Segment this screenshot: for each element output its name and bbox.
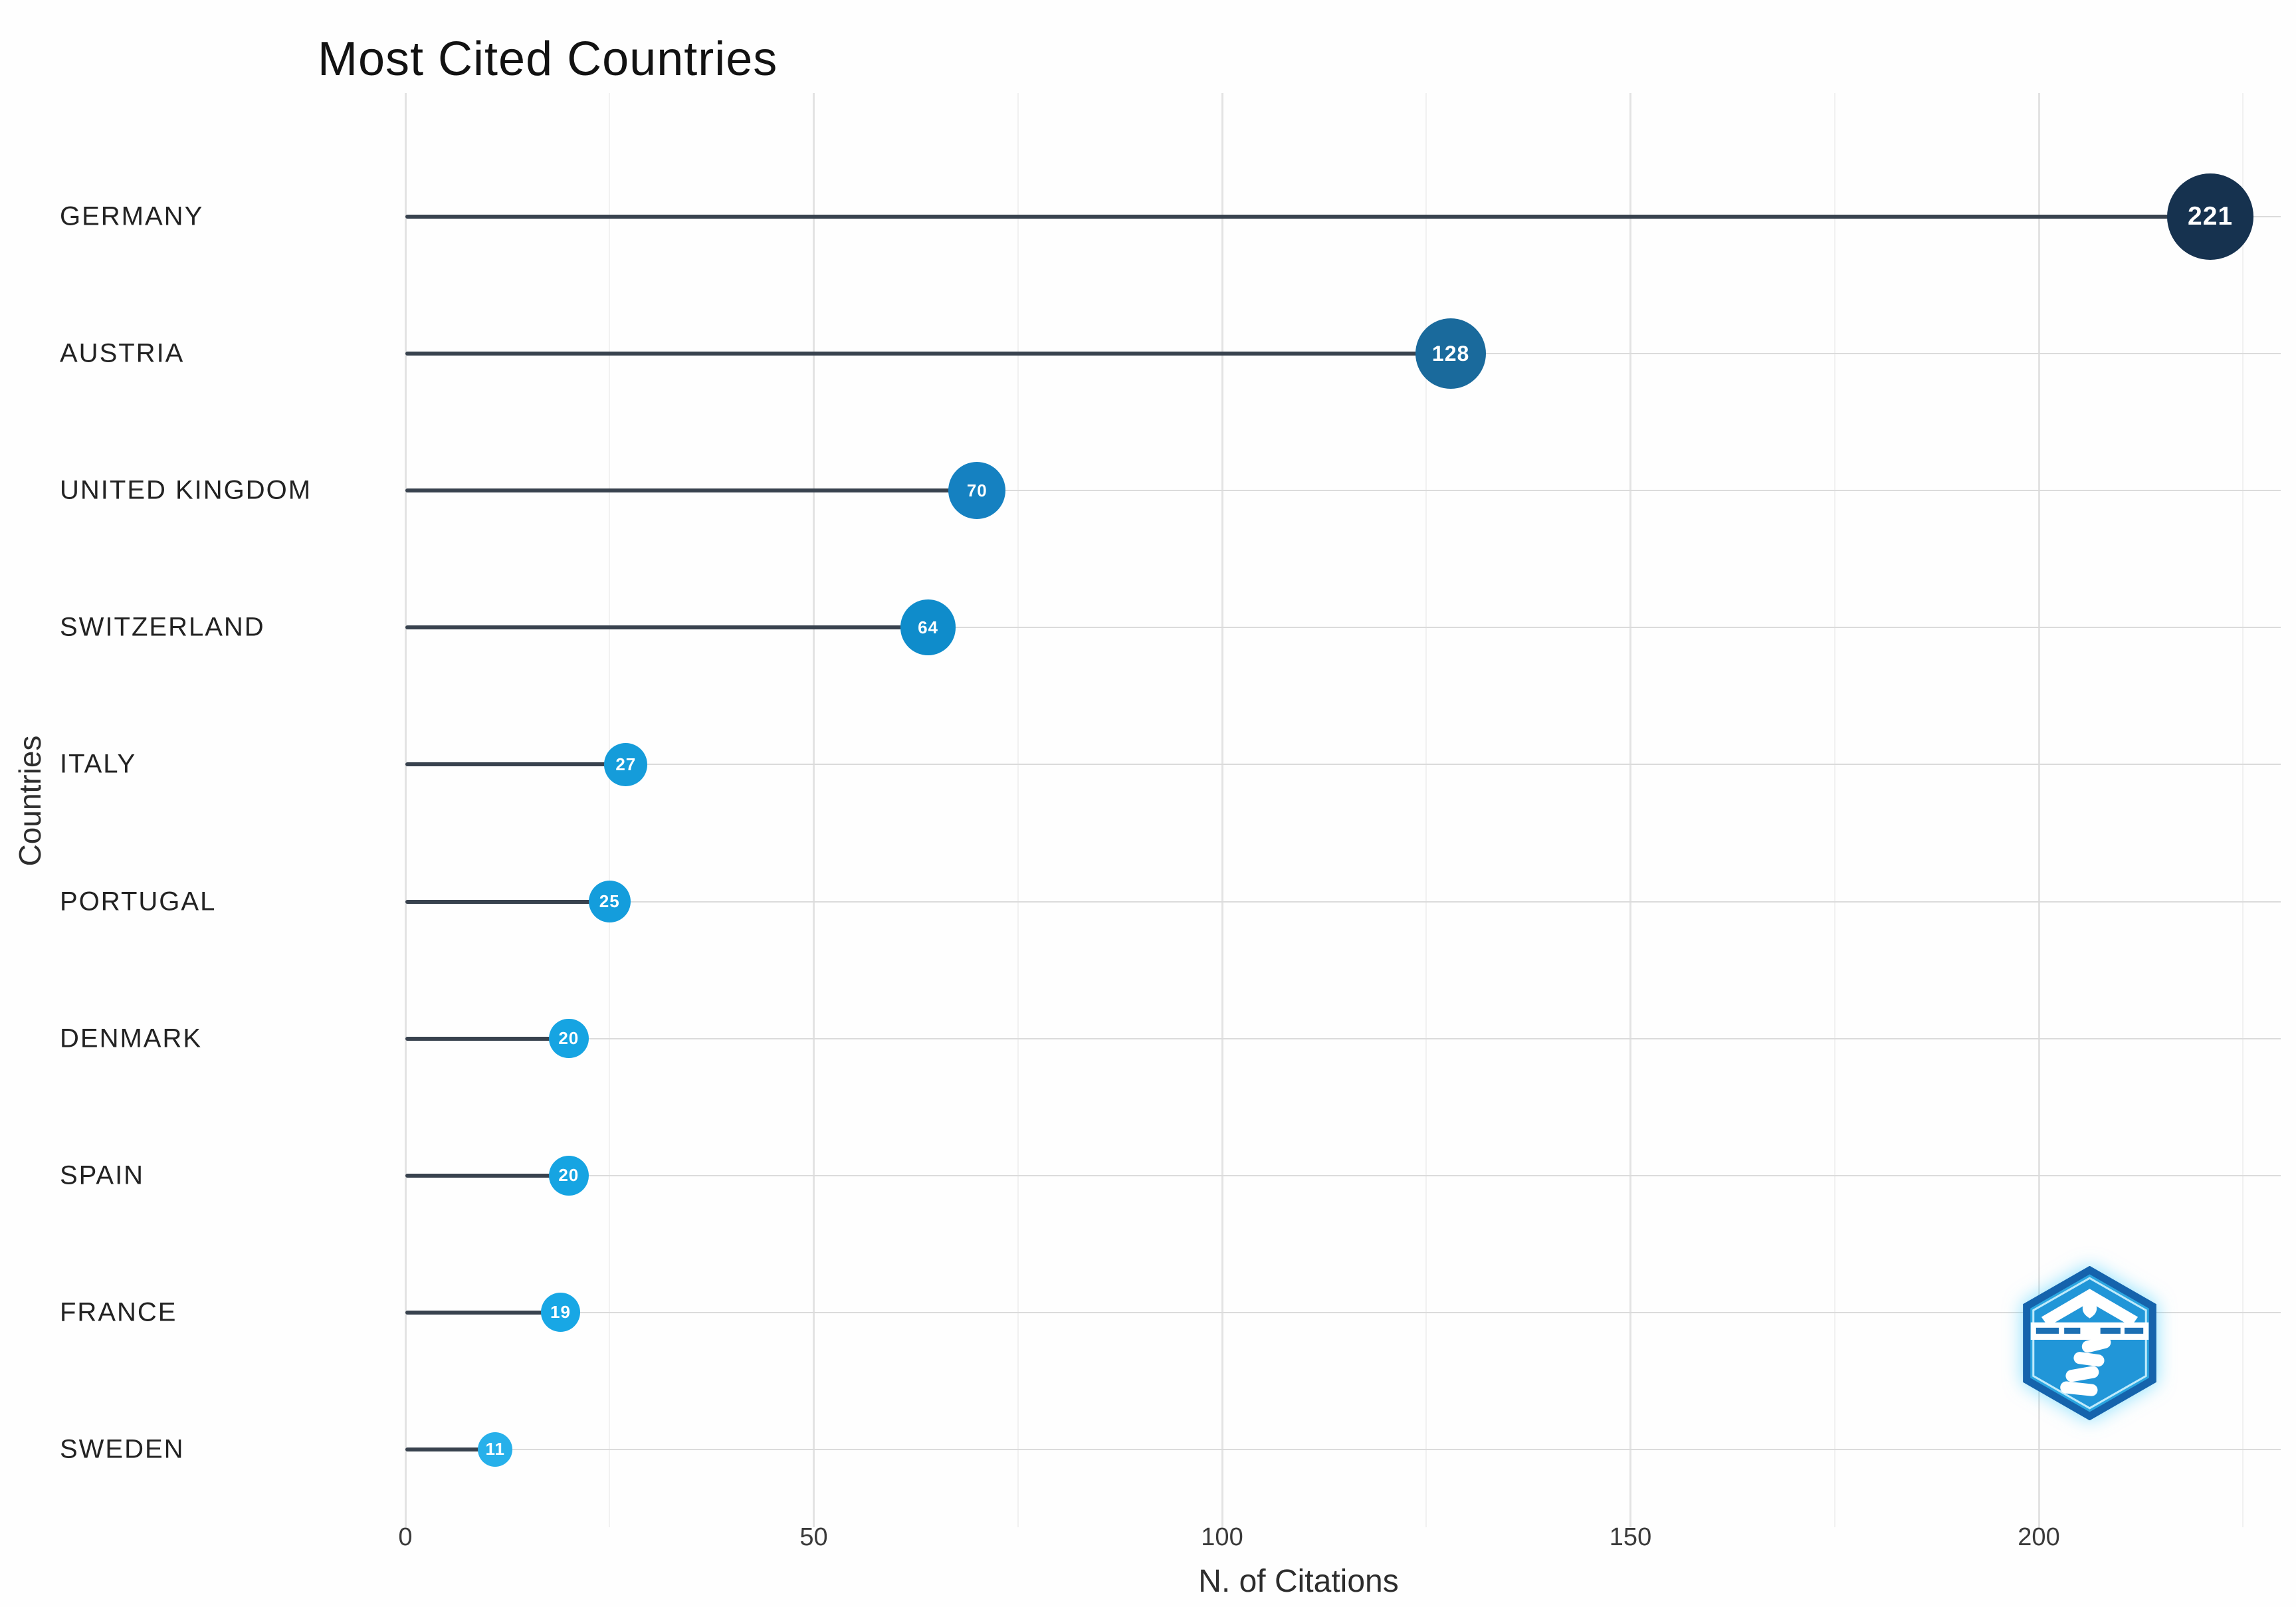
lollipop-stem xyxy=(405,899,610,904)
vertical-gridline-minor xyxy=(1425,93,1427,1527)
lollipop-stem xyxy=(405,488,978,493)
country-tick-label: GERMANY xyxy=(60,201,204,231)
lollipop-stem xyxy=(405,625,928,630)
vertical-gridline-major xyxy=(813,93,815,1527)
country-tick-label: PORTUGAL xyxy=(60,887,217,916)
banner-text-mark xyxy=(2035,1327,2059,1334)
dot-value-label: 25 xyxy=(599,891,620,911)
country-tick-label: ITALY xyxy=(60,749,137,779)
lollipop-dot: 11 xyxy=(478,1432,513,1467)
country-tick-label: SWEDEN xyxy=(60,1434,185,1464)
lollipop-stem xyxy=(405,215,2211,219)
dot-value-label: 19 xyxy=(550,1302,571,1323)
row-gridline xyxy=(405,764,2281,766)
x-tick-label: 200 xyxy=(2018,1523,2060,1551)
country-tick-label: DENMARK xyxy=(60,1023,203,1053)
banner-text-mark xyxy=(2064,1327,2081,1334)
lollipop-stem xyxy=(405,762,626,767)
dot-value-label: 64 xyxy=(918,617,938,637)
vertical-gridline-major xyxy=(1221,93,1223,1527)
x-tick-label: 0 xyxy=(398,1523,413,1551)
lollipop-dot: 25 xyxy=(588,880,631,923)
dot-value-label: 20 xyxy=(558,1028,579,1049)
vertical-gridline-minor xyxy=(1017,93,1019,1527)
country-tick-label: SWITZERLAND xyxy=(60,612,265,642)
hexagon-logo-watermark xyxy=(2023,1266,2156,1420)
dot-value-label: 70 xyxy=(966,480,988,500)
row-gridline xyxy=(405,627,2281,629)
lollipop-dot: 128 xyxy=(1415,318,1487,389)
vertical-gridline-minor xyxy=(1833,93,1835,1527)
logo-spine-shape xyxy=(2060,1336,2111,1396)
country-tick-label: UNITED KINGDOM xyxy=(60,475,312,505)
dot-value-label: 27 xyxy=(615,754,637,774)
dot-value-label: 11 xyxy=(485,1439,505,1459)
lollipop-dot: 64 xyxy=(900,599,956,656)
lollipop-stem xyxy=(405,1173,569,1178)
x-tick-label: 50 xyxy=(799,1523,828,1551)
lollipop-stem xyxy=(405,1447,496,1451)
lollipop-dot: 221 xyxy=(2167,173,2254,260)
lollipop-dot: 70 xyxy=(948,462,1006,520)
x-tick-label: 150 xyxy=(1609,1523,1652,1551)
dot-value-label: 128 xyxy=(1431,341,1470,366)
x-axis-title: N. of Citations xyxy=(1198,1564,1399,1599)
country-tick-label: AUSTRIA xyxy=(60,338,185,368)
x-tick-label: 100 xyxy=(1201,1523,1243,1551)
row-gridline xyxy=(405,490,2281,492)
row-gridline xyxy=(405,901,2281,903)
lollipop-dot: 19 xyxy=(540,1293,581,1333)
vertical-gridline-major xyxy=(1629,93,1631,1527)
vertical-gridline-major xyxy=(404,93,407,1527)
country-tick-label: SPAIN xyxy=(60,1160,145,1190)
row-gridline xyxy=(405,1037,2281,1039)
country-tick-label: FRANCE xyxy=(60,1297,177,1327)
vertical-gridline-minor xyxy=(609,93,611,1527)
vertical-gridline-minor xyxy=(2242,93,2244,1527)
lollipop-dot: 27 xyxy=(604,743,648,786)
banner-text-mark xyxy=(2100,1327,2121,1334)
dot-value-label: 20 xyxy=(558,1165,579,1186)
lollipop-stem xyxy=(405,352,1451,356)
row-gridline xyxy=(405,1311,2281,1313)
logo-droplet-shape xyxy=(2082,1293,2097,1319)
lollipop-stem xyxy=(405,1036,569,1041)
banner-text-mark xyxy=(2124,1327,2144,1334)
dot-value-label: 221 xyxy=(2188,202,2234,231)
lollipop-stem xyxy=(405,1310,561,1315)
lollipop-dot: 20 xyxy=(548,1018,589,1059)
y-axis-title: Countries xyxy=(13,735,47,867)
lollipop-dot: 20 xyxy=(548,1155,589,1196)
row-gridline xyxy=(405,1174,2281,1176)
chart-title: Most Cited Countries xyxy=(318,33,778,86)
vertical-gridline-major xyxy=(2037,93,2040,1527)
row-gridline xyxy=(405,1448,2281,1450)
